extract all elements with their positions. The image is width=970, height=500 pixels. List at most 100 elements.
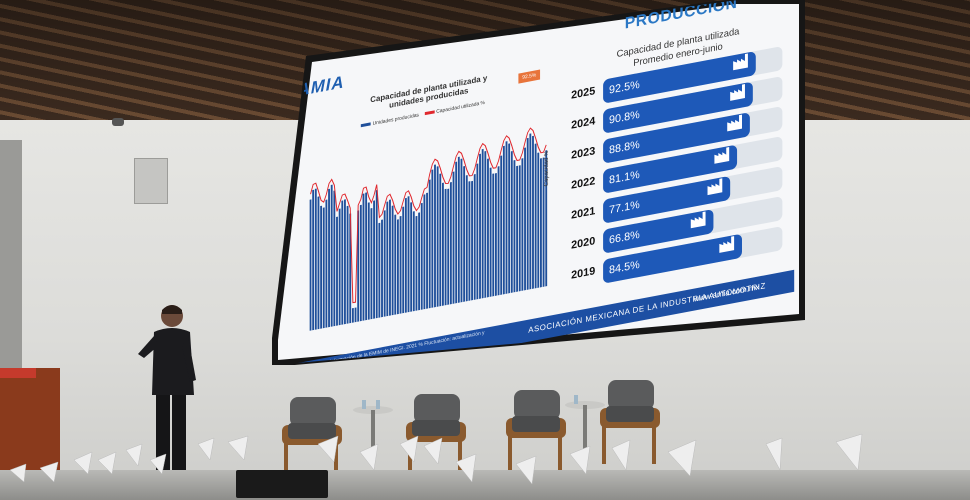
capacity-bar-row: 2022 81.1% [556, 134, 792, 202]
history-bar [529, 133, 532, 290]
factory-icon [707, 178, 723, 196]
history-bar [420, 202, 423, 310]
history-bar [391, 205, 394, 316]
history-bar [455, 161, 458, 304]
bar-value-label: 81.1% [609, 168, 640, 187]
factory-icon [733, 53, 748, 71]
history-bar [449, 182, 452, 305]
history-bar [542, 157, 545, 288]
history-bar [526, 137, 529, 291]
capacity-bar-row: 2021 77.1% [556, 164, 792, 232]
capacity-bar-row: 2025 92.5% [556, 44, 792, 112]
history-bar [320, 205, 323, 329]
side-table [565, 395, 605, 461]
history-bar [322, 207, 325, 329]
history-bar [494, 173, 497, 296]
legend-label-capacity: Capacidad utilizada % [436, 99, 485, 116]
history-bar [463, 166, 466, 302]
factory-icon [730, 84, 745, 101]
bar-year-label: 2025 [571, 85, 596, 102]
history-bar [545, 150, 548, 287]
history-bar [532, 135, 534, 290]
history-bar [423, 194, 426, 310]
history-bar [473, 174, 476, 300]
stage-monitor [236, 470, 328, 498]
footer-url: www.amia.com.mx [693, 282, 760, 304]
historical-chart-svg [309, 127, 548, 331]
history-bar [312, 189, 315, 331]
history-bar [354, 307, 357, 323]
speaker-person [138, 305, 196, 482]
history-bar [428, 179, 431, 309]
history-bar [497, 166, 500, 296]
history-bar [394, 214, 397, 315]
history-bar [317, 196, 320, 330]
podium-sign [0, 368, 36, 378]
history-bar [375, 189, 378, 319]
capacity-line [310, 127, 547, 304]
history-bar [468, 181, 471, 301]
history-bar [442, 182, 444, 306]
history-bar [434, 164, 436, 308]
history-bar [346, 205, 349, 324]
history-bar [407, 196, 410, 313]
factory-icon [719, 236, 735, 253]
history-bar [351, 307, 354, 323]
history-bar [325, 199, 328, 328]
lounge-chair [282, 397, 342, 481]
history-bar [502, 145, 505, 295]
history-bar [314, 188, 317, 330]
history-bar [436, 166, 439, 307]
legend-swatch-capacity [424, 110, 435, 116]
history-bar [330, 184, 333, 327]
legend-label-units: Unidades producidas [372, 112, 419, 127]
history-bar [389, 199, 391, 316]
history-bar [457, 156, 460, 303]
history-bar [367, 202, 370, 320]
history-bar [365, 192, 368, 321]
history-bar [540, 158, 542, 288]
history-bar [481, 148, 484, 299]
history-bar [439, 173, 442, 307]
history-bar [534, 143, 537, 289]
history-bar [452, 171, 455, 304]
bar-year-label: 2022 [571, 175, 596, 192]
history-bar [359, 204, 362, 322]
table-flags-row [9, 433, 863, 485]
lounge-chair [506, 390, 566, 474]
history-bar [333, 190, 336, 327]
history-bar [492, 173, 495, 297]
history-bar [328, 188, 330, 328]
capacity-bar-list: 2025 92.5% 2024 90.8% 2023 88.8% 2022 81.1% 2021… [282, 0, 794, 284]
history-bar [476, 163, 479, 300]
security-camera [112, 118, 124, 126]
bar-value-label: 66.8% [609, 228, 640, 247]
historical-chart [309, 104, 548, 331]
bar-year-label: 2019 [571, 265, 596, 282]
left-pillar [0, 140, 22, 370]
bar-year-label: 2024 [571, 115, 596, 132]
latest-value-badge: 92.5% [518, 69, 541, 84]
factory-icon [690, 211, 706, 229]
bar-value-label: 88.8% [609, 138, 640, 157]
capacity-bar-row: 2024 90.8% [556, 74, 792, 142]
lounge-chair [600, 380, 660, 464]
capacity-bar-row: 2019 84.5% [556, 224, 792, 292]
history-bar [396, 219, 399, 315]
bar-year-label: 2023 [571, 145, 596, 162]
history-bar [489, 167, 492, 297]
history-bar [460, 158, 463, 303]
history-bar [336, 216, 338, 326]
history-bar [508, 143, 511, 294]
history-bar [386, 201, 389, 317]
history-bar [471, 180, 473, 301]
history-bar [518, 165, 521, 292]
bar-value-label: 90.8% [609, 108, 640, 127]
history-bar [537, 152, 540, 289]
history-bar [505, 141, 508, 295]
side-table [353, 400, 393, 466]
history-bar [378, 222, 381, 318]
lounge-chair [406, 394, 466, 478]
history-bar [465, 175, 468, 302]
bar-value-label: 84.5% [609, 258, 640, 277]
